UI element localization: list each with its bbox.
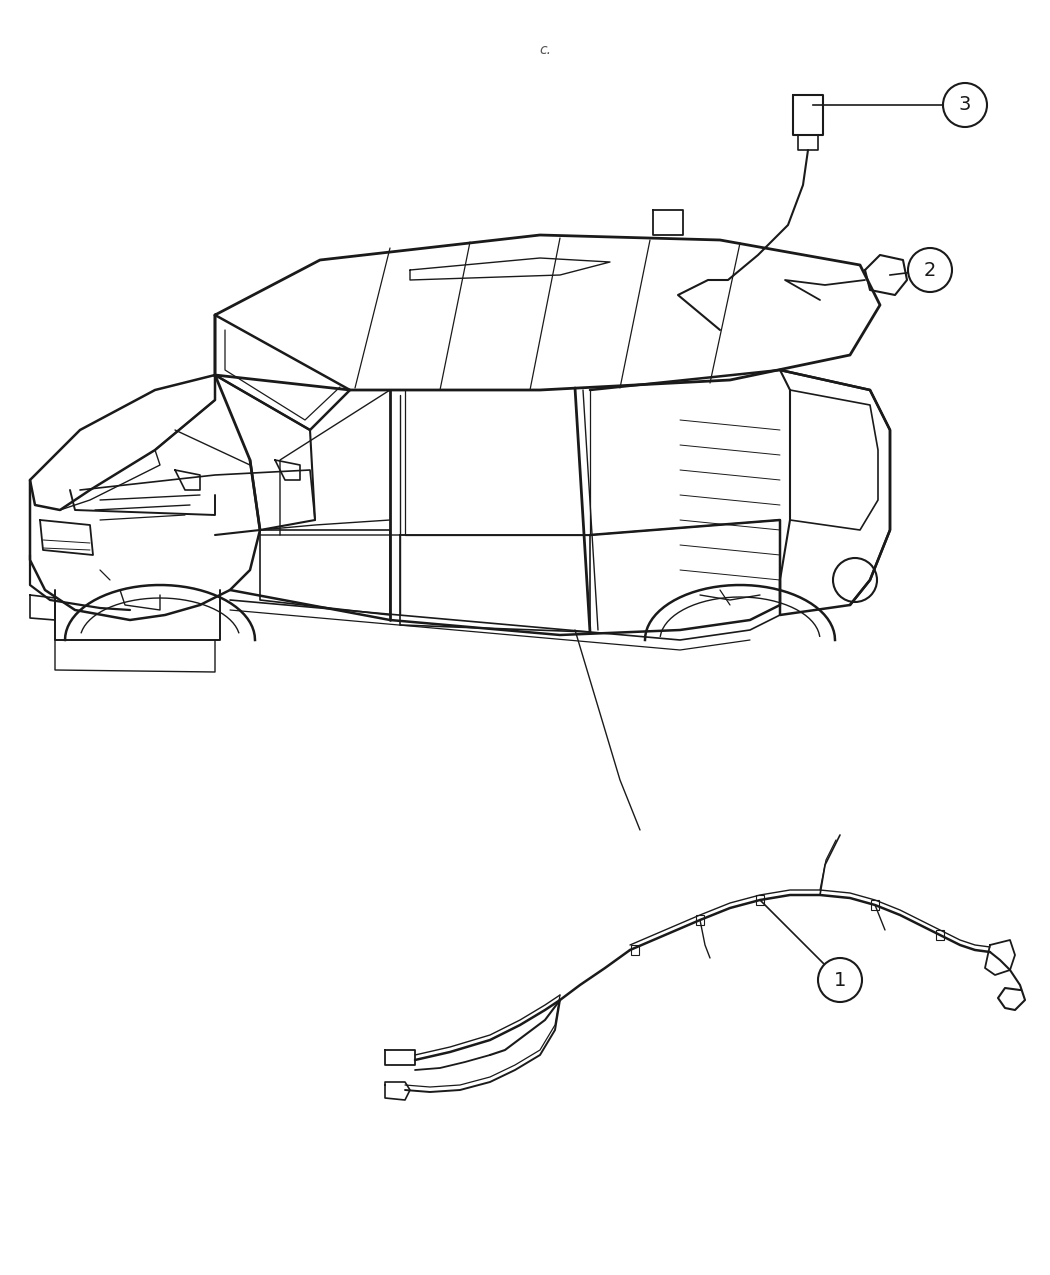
Bar — [872, 900, 879, 910]
Bar — [696, 915, 704, 924]
Circle shape — [908, 249, 952, 292]
Text: 1: 1 — [834, 970, 846, 989]
Bar — [756, 895, 764, 905]
Text: 3: 3 — [959, 96, 971, 115]
Bar — [631, 945, 639, 955]
Text: c.: c. — [539, 43, 551, 57]
Circle shape — [818, 958, 862, 1002]
Bar — [936, 929, 944, 940]
Text: 2: 2 — [924, 260, 937, 279]
Circle shape — [943, 83, 987, 128]
